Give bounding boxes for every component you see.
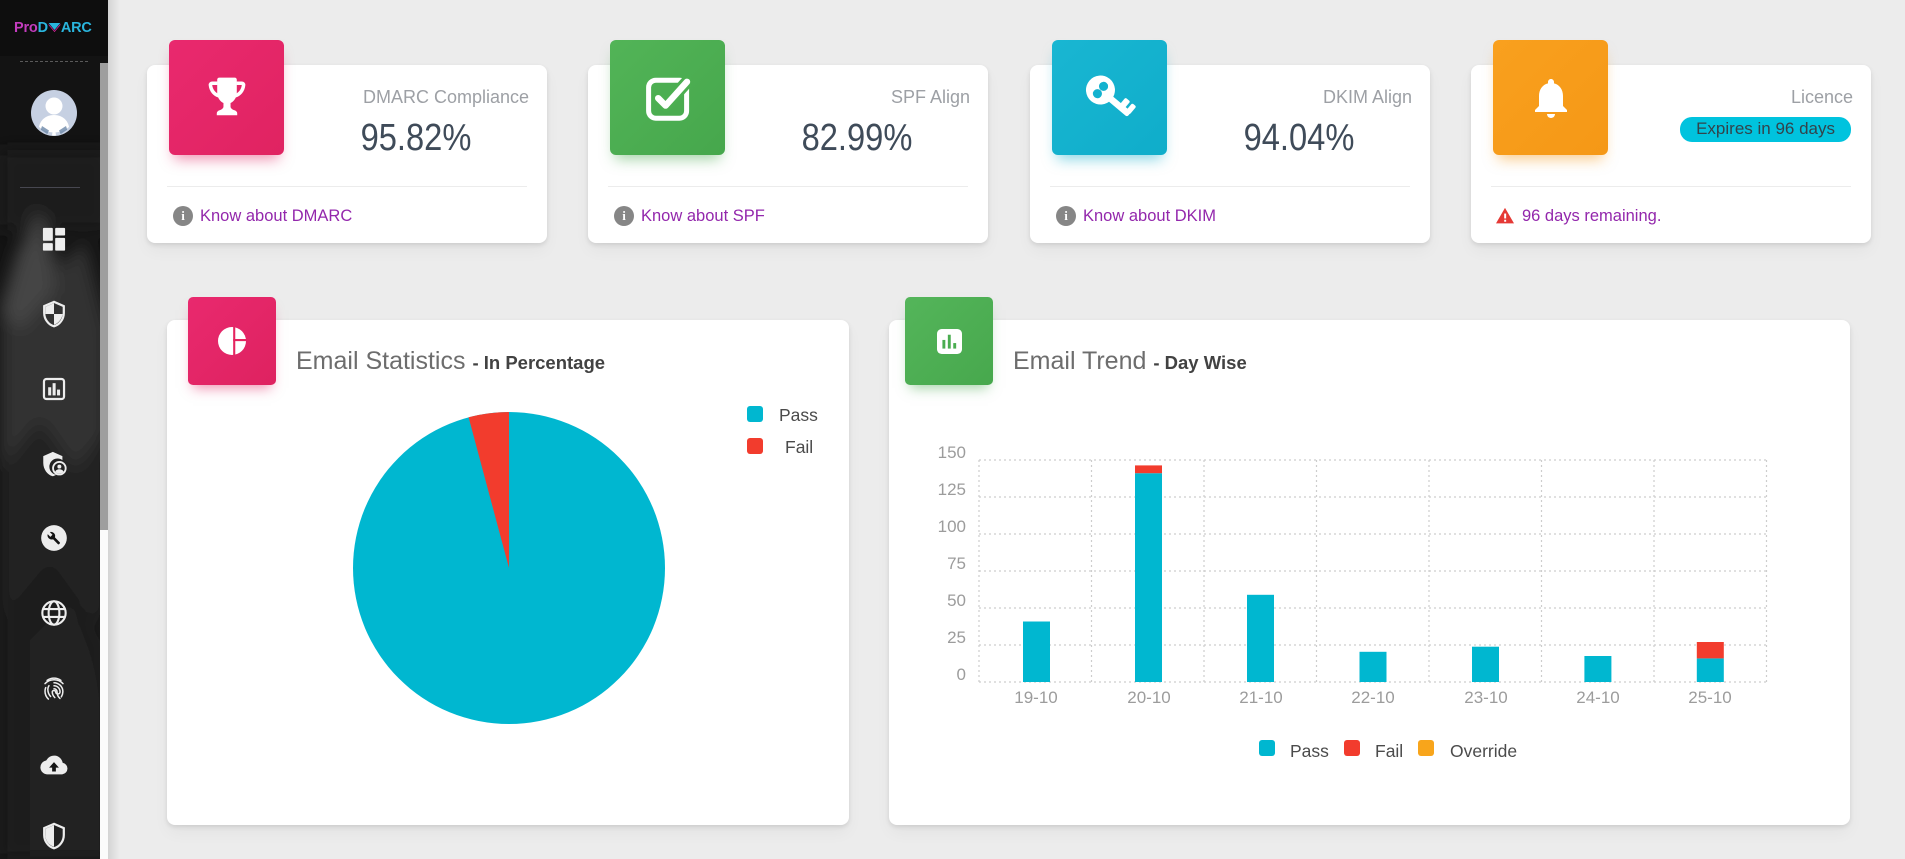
- svg-text:0: 0: [957, 665, 966, 684]
- svg-text:100: 100: [938, 517, 966, 536]
- svg-text:20-10: 20-10: [1127, 688, 1170, 707]
- svg-text:125: 125: [938, 480, 966, 499]
- svg-text:Pass: Pass: [1290, 741, 1329, 761]
- svg-text:150: 150: [938, 443, 966, 462]
- svg-text:23-10: 23-10: [1464, 688, 1507, 707]
- svg-text:24-10: 24-10: [1576, 688, 1619, 707]
- svg-text:21-10: 21-10: [1239, 688, 1282, 707]
- svg-text:19-10: 19-10: [1014, 688, 1057, 707]
- svg-text:Override: Override: [1450, 741, 1517, 761]
- svg-text:50: 50: [947, 591, 966, 610]
- svg-text:25-10: 25-10: [1688, 688, 1731, 707]
- svg-text:75: 75: [947, 554, 966, 573]
- svg-text:22-10: 22-10: [1351, 688, 1394, 707]
- svg-text:Fail: Fail: [1375, 741, 1403, 761]
- svg-text:25: 25: [947, 628, 966, 647]
